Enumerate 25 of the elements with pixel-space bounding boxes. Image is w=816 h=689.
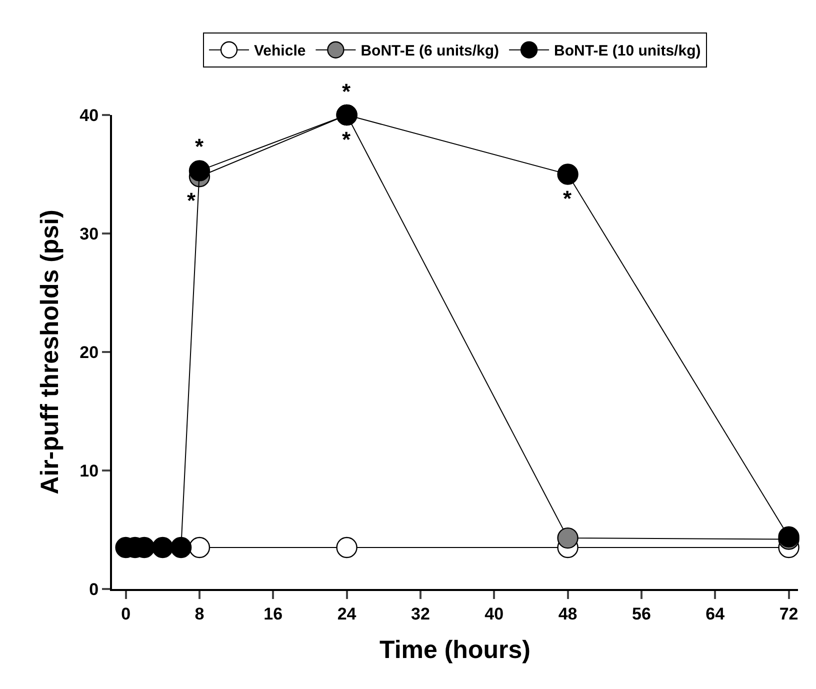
annotation: * xyxy=(195,134,204,159)
annotation: * xyxy=(563,186,572,211)
x-tick-label: 32 xyxy=(411,604,430,624)
x-tick-label: 40 xyxy=(484,604,504,624)
legend-label: BoNT-E (10 units/kg) xyxy=(554,42,701,60)
x-tick-label: 16 xyxy=(264,604,283,624)
legend-label: BoNT-E (6 units/kg) xyxy=(360,42,500,60)
annotation: * xyxy=(342,79,351,104)
y-tick-label: 0 xyxy=(89,580,99,599)
y-tick-label: 30 xyxy=(80,224,99,244)
annotation: * xyxy=(342,127,351,152)
y-tick-label: 10 xyxy=(80,461,99,480)
x-tick-label: 64 xyxy=(706,604,726,624)
x-tick-label: 72 xyxy=(779,604,798,624)
annotation: * xyxy=(187,188,196,213)
x-tick-label: 24 xyxy=(337,604,357,624)
x-tick-label: 8 xyxy=(194,604,204,624)
x-tick-label: 56 xyxy=(632,604,651,624)
y-tick-label: 20 xyxy=(80,342,99,362)
x-tick-label: 48 xyxy=(558,604,578,624)
y-axis-title: Air-puff thresholds (psi) xyxy=(36,210,64,494)
y-tick-label: 40 xyxy=(80,106,99,125)
legend-label: Vehicle xyxy=(254,42,306,60)
x-tick-label: 0 xyxy=(121,604,131,624)
x-axis-title: Time (hours) xyxy=(380,636,530,664)
